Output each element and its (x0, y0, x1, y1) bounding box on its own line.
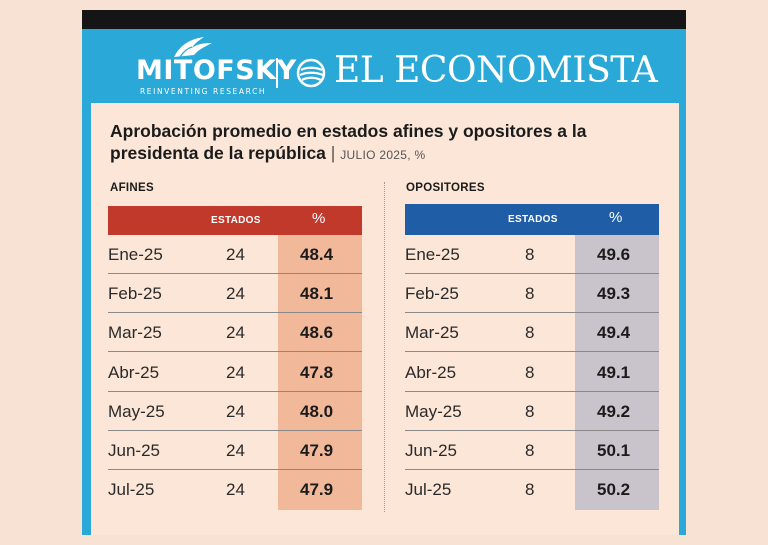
opositores-percent-column (575, 235, 659, 510)
row-divider (405, 312, 659, 314)
month-cell: Jul-25 (108, 480, 155, 500)
chart-title: Aprobación promedio en estados afines y … (110, 120, 670, 166)
percent-cell: 48.1 (300, 284, 334, 304)
estados-cell: 24 (226, 323, 245, 343)
month-cell: Mar-25 (108, 323, 162, 343)
table-row: Jul-25 8 50.2 (405, 470, 659, 509)
percent-cell: 49.2 (597, 401, 631, 421)
opositores-table: ESTADOS % Ene-25 8 49.6 Feb-25 8 49.3 Mar-25 8 4… (405, 204, 659, 510)
el-economista-globe-icon (296, 58, 326, 88)
month-cell: Abr-25 (405, 362, 457, 382)
row-divider (108, 429, 362, 431)
estados-cell: 8 (525, 401, 535, 421)
vertical-divider (384, 182, 385, 512)
header-percent: % (609, 209, 623, 226)
mitofsky-bird-logo (174, 37, 212, 58)
estados-cell: 24 (226, 441, 245, 460)
percent-cell: 49.4 (597, 323, 631, 343)
table-row: Mar-25 24 48.6 (108, 313, 362, 353)
percent-cell: 47.8 (300, 362, 334, 382)
table-row: Ene-25 24 48.4 (108, 235, 362, 274)
mitofsky-tagline: REINVENTING RESEARCH (140, 87, 267, 96)
month-cell: Feb-25 (405, 284, 459, 304)
table-row: Jun-25 8 50.1 (405, 431, 659, 470)
row-divider (405, 351, 659, 353)
percent-cell: 48.4 (300, 245, 334, 264)
estados-cell: 8 (525, 284, 535, 304)
table-row: Abr-25 24 47.8 (108, 353, 362, 392)
month-cell: May-25 (108, 401, 165, 421)
month-cell: Abr-25 (108, 362, 160, 382)
month-cell: Ene-25 (108, 245, 163, 264)
table-row: Abr-25 8 49.1 (405, 353, 659, 392)
table-row: Feb-25 24 48.1 (108, 274, 362, 314)
el-economista-brand: EL ECONOMISTA (334, 50, 658, 91)
table-row: Feb-25 8 49.3 (405, 274, 659, 314)
percent-cell: 49.3 (597, 284, 631, 304)
estados-cell: 8 (525, 441, 535, 460)
percent-cell: 48.6 (300, 323, 334, 343)
estados-cell: 8 (525, 323, 535, 343)
month-cell: Mar-25 (405, 323, 459, 343)
month-cell: Ene-25 (405, 245, 460, 264)
brand-separator (276, 58, 278, 88)
estados-cell: 8 (525, 245, 535, 264)
row-divider (405, 273, 659, 274)
title-subtitle: JULIO 2025, % (340, 148, 426, 162)
row-divider (405, 469, 659, 470)
estados-cell: 24 (226, 245, 245, 264)
month-cell: Feb-25 (108, 284, 162, 304)
top-bar (82, 10, 686, 29)
row-divider (405, 390, 659, 392)
opositores-label: OPOSITORES (406, 182, 485, 194)
afines-table-header: ESTADOS % (108, 206, 362, 235)
percent-cell: 48.0 (300, 401, 334, 421)
row-divider (108, 312, 362, 314)
percent-cell: 50.1 (597, 441, 631, 460)
mitofsky-brand: MITOFSKY (136, 55, 297, 86)
estados-cell: 24 (226, 480, 245, 500)
table-row: Jul-25 24 47.9 (108, 470, 362, 509)
afines-percent-column (278, 235, 362, 510)
afines-table: ESTADOS % Ene-25 24 48.4 Feb-25 24 48.1 Mar-25… (108, 206, 362, 510)
table-row: Ene-25 8 49.6 (405, 235, 659, 274)
header-estados: ESTADOS (211, 215, 261, 226)
row-divider (108, 469, 362, 470)
estados-cell: 24 (226, 401, 245, 421)
opositores-table-header: ESTADOS % (405, 204, 659, 235)
estados-cell: 24 (226, 284, 245, 304)
table-row: Mar-25 8 49.4 (405, 313, 659, 353)
row-divider (405, 429, 659, 431)
title-main: Aprobación promedio en estados afines y … (110, 121, 587, 163)
percent-cell: 49.1 (597, 362, 631, 382)
header-percent: % (312, 210, 326, 227)
table-row: May-25 24 48.0 (108, 392, 362, 431)
month-cell: Jun-25 (108, 441, 160, 460)
row-divider (108, 351, 362, 353)
estados-cell: 8 (525, 362, 535, 382)
table-row: Jun-25 24 47.9 (108, 431, 362, 470)
row-divider (108, 390, 362, 392)
estados-cell: 8 (525, 480, 535, 500)
month-cell: Jun-25 (405, 441, 457, 460)
percent-cell: 50.2 (597, 480, 631, 500)
percent-cell: 47.9 (300, 441, 334, 460)
afines-label: AFINES (110, 182, 154, 194)
header-estados: ESTADOS (508, 214, 558, 225)
percent-cell: 49.6 (597, 245, 631, 264)
month-cell: May-25 (405, 401, 462, 421)
table-row: May-25 8 49.2 (405, 392, 659, 431)
title-separator: | (330, 143, 336, 163)
month-cell: Jul-25 (405, 480, 452, 500)
percent-cell: 47.9 (300, 480, 334, 500)
estados-cell: 24 (226, 362, 245, 382)
row-divider (108, 273, 362, 274)
